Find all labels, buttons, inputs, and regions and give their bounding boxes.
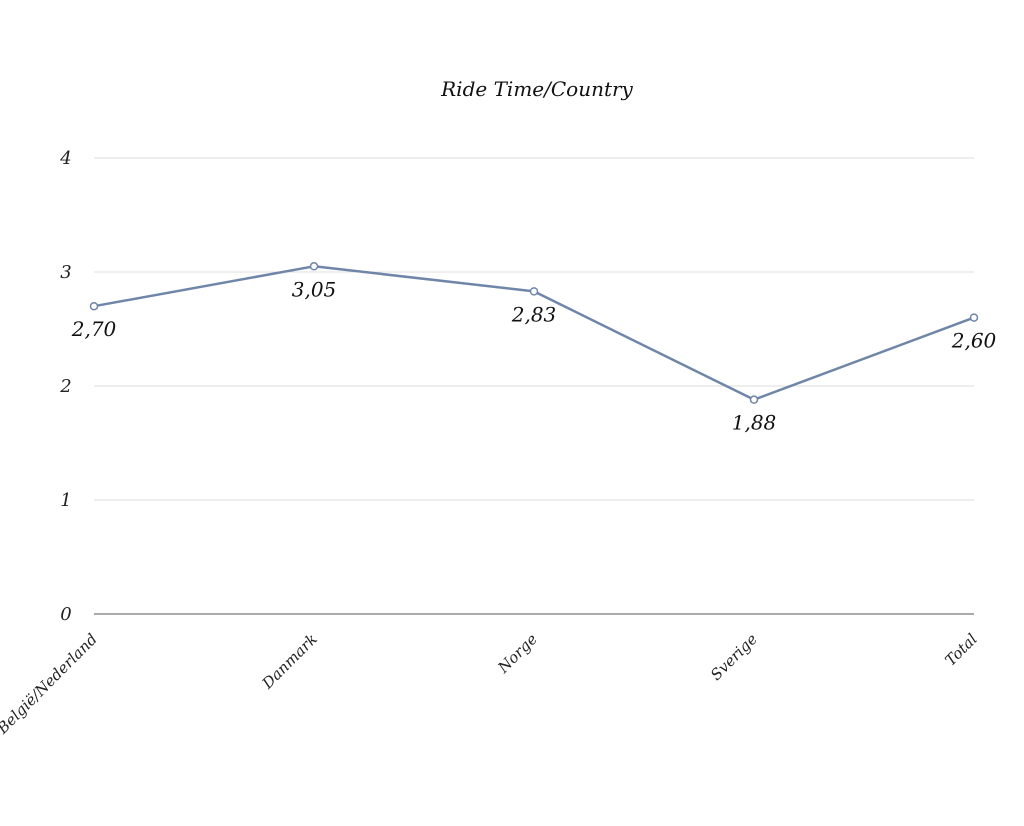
data-point [89, 301, 99, 311]
data-label: 1,88 [732, 411, 777, 435]
x-tick-label: Sverige [707, 630, 761, 684]
y-tick-label: 1 [60, 490, 71, 511]
data-label: 2,60 [951, 329, 997, 353]
data-label: 3,05 [292, 277, 337, 301]
data-label: 2,83 [511, 302, 557, 326]
series-markers [89, 262, 979, 404]
y-tick-label: 4 [59, 148, 71, 169]
y-tick-label: 0 [60, 604, 71, 625]
x-tick-label: Danmark [258, 630, 321, 693]
gridlines [94, 157, 974, 501]
data-point [529, 287, 539, 296]
data-point [309, 262, 319, 271]
x-tick-label: België/Nederland [0, 630, 101, 738]
x-axis-ticks: België/Nederland Danmark Norge Sverige Total [0, 630, 981, 738]
x-tick-label: Total [941, 630, 980, 669]
x-tick-label: Norge [494, 630, 541, 677]
data-point [969, 313, 979, 322]
y-tick-label: 2 [59, 376, 71, 397]
data-label: 2,70 [71, 317, 117, 341]
data-point [749, 395, 759, 404]
series-line [93, 265, 975, 401]
y-tick-label: 3 [60, 262, 71, 283]
data-labels: 2,70 3,05 2,83 1,88 2,60 [71, 277, 997, 434]
y-axis-ticks: 0 1 2 3 4 [59, 148, 71, 625]
chart-title: Ride Time/Country [440, 77, 633, 101]
